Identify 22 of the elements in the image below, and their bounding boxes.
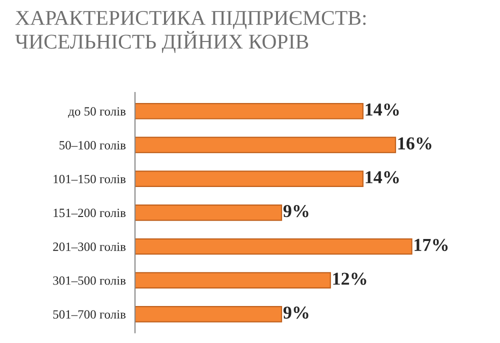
y-tick-label: 301–500 голів — [53, 276, 126, 285]
chart-title: ХАРАКТЕРИСТИКА ПІДПРИЄМСТВ: ЧИСЕЛЬНІСТЬ ДІЙНИХ КОРІВ — [15, 10, 366, 53]
bar — [135, 102, 364, 120]
y-tick-label: 151–200 голів — [54, 208, 126, 218]
bar — [135, 272, 331, 289]
bar — [135, 238, 412, 255]
data-label: 12% — [333, 272, 366, 285]
bar — [135, 136, 396, 154]
data-label: 16% — [398, 137, 432, 150]
y-tick-label: 201–300 голів — [53, 242, 126, 251]
data-label: 14% — [366, 103, 399, 116]
y-tick-label: 101–150 голів — [54, 174, 126, 184]
y-tick-label: 501–700 голів — [53, 310, 126, 319]
y-tick-label: 50–100 голів — [60, 141, 126, 150]
data-label: 9% — [283, 306, 308, 319]
bar — [135, 170, 364, 187]
data-label: 9% — [283, 204, 308, 218]
data-label: 17% — [414, 238, 448, 252]
bar — [135, 306, 282, 322]
bar — [135, 204, 282, 221]
data-label: 14% — [366, 171, 399, 184]
y-tick-label: до 50 голів — [68, 107, 126, 118]
